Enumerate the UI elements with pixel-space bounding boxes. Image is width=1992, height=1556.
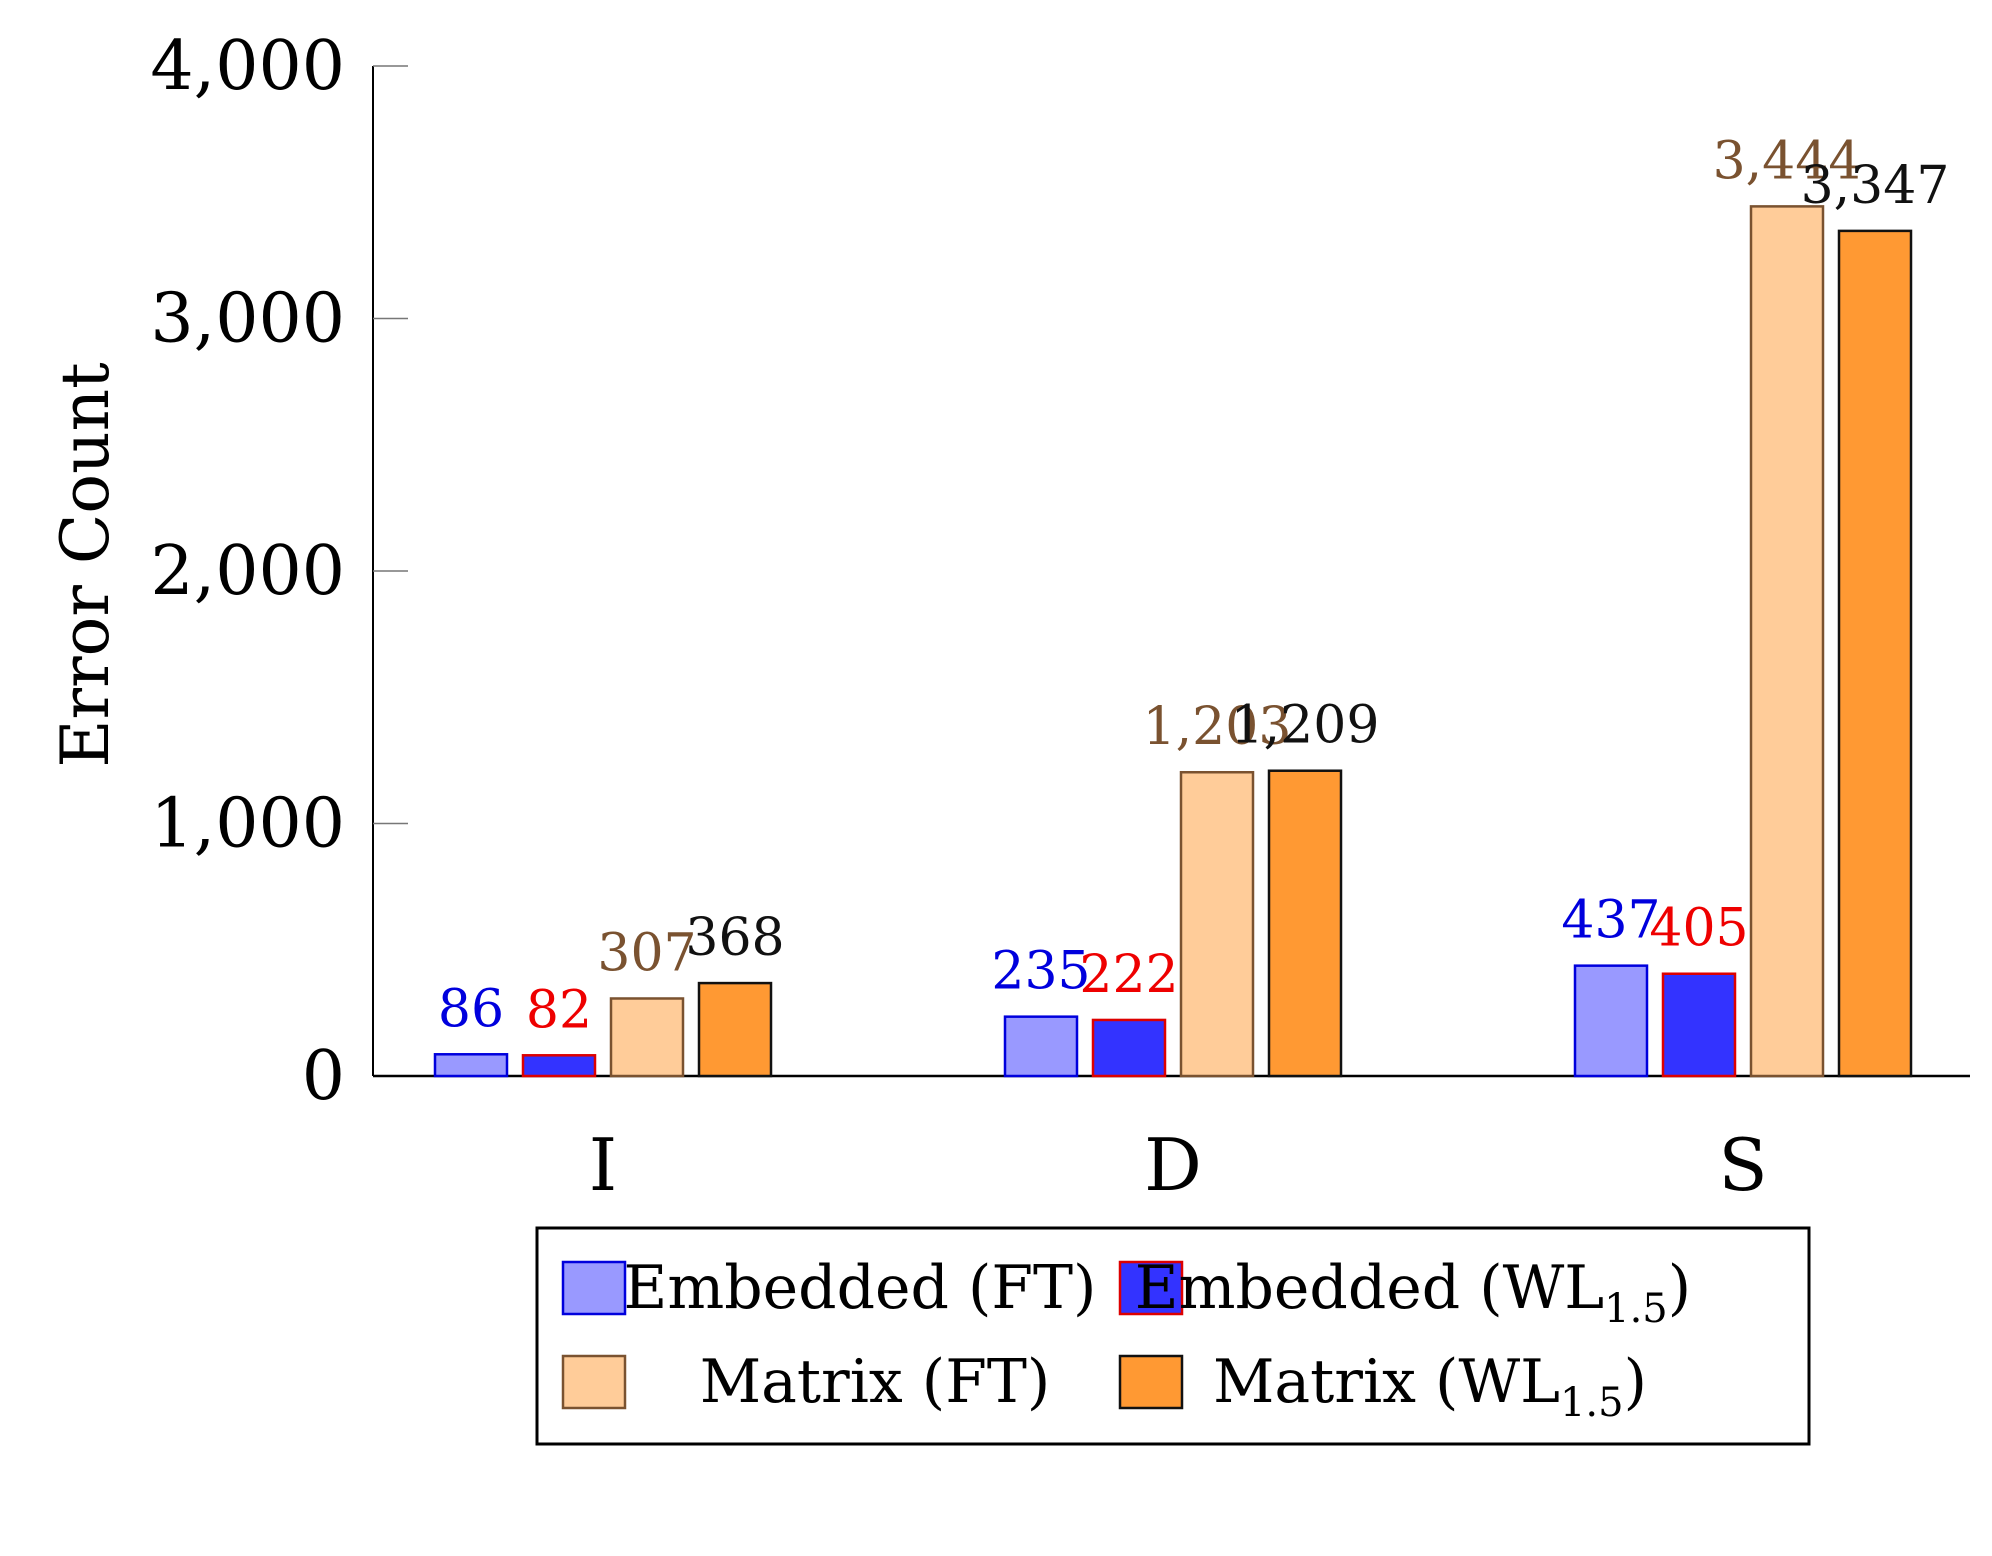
y-axis: 0 1,000 2,000 3,000 4,000 [150, 27, 408, 1116]
x-tick-label: D [1144, 1123, 1202, 1207]
bar [1003, 1015, 1079, 1078]
legend-item: Matrix (WL1.5) [1118, 1347, 1647, 1426]
legend-label: Embedded (WL1.5) [1135, 1253, 1691, 1332]
bar [1267, 769, 1343, 1078]
bar [1573, 964, 1649, 1078]
legend-item: Matrix (FT) [561, 1347, 1051, 1417]
data-label: 437 [1561, 891, 1660, 951]
y-axis-title: Error Count [47, 362, 124, 767]
legend-label: Matrix (WL1.5) [1213, 1347, 1647, 1426]
bar [521, 1054, 597, 1078]
bar [1749, 205, 1825, 1078]
data-label: 1,203 [1143, 697, 1292, 757]
data-label: 307 [597, 923, 696, 983]
legend-label: Matrix (FT) [700, 1347, 1051, 1417]
bar [1837, 229, 1913, 1078]
legend-swatch [1118, 1354, 1184, 1410]
bar [697, 981, 773, 1078]
bar [1179, 770, 1255, 1078]
y-tick-label: 4,000 [150, 27, 345, 106]
data-label: 368 [685, 908, 784, 968]
bar [1091, 1018, 1167, 1078]
y-tick-label: 3,000 [150, 280, 345, 359]
legend-swatch [561, 1260, 627, 1316]
data-label: 86 [438, 979, 504, 1039]
y-tick-label: 1,000 [150, 785, 345, 864]
legend-label: Embedded (FT) [624, 1253, 1097, 1323]
legend-swatch [1118, 1260, 1184, 1316]
data-label: 235 [991, 942, 1090, 1002]
data-label: 3,444 [1713, 131, 1862, 191]
data-label: 1,209 [1231, 696, 1380, 756]
legend-item: Embedded (FT) [561, 1253, 1097, 1323]
data-label: 222 [1079, 945, 1178, 1005]
legend-item: Embedded (WL1.5) [1118, 1253, 1691, 1332]
legend: Embedded (FT) Embedded (WL1.5) Matrix (FT)… [535, 1226, 1811, 1446]
data-label: 82 [526, 980, 592, 1040]
y-tick-label: 2,000 [150, 532, 345, 611]
x-tick-label: I [589, 1123, 617, 1207]
bar [1661, 972, 1737, 1078]
data-label: 3,347 [1801, 156, 1950, 216]
legend-swatch [561, 1354, 627, 1410]
bars [433, 205, 1913, 1078]
x-tick-label: S [1718, 1123, 1767, 1207]
bar [433, 1053, 509, 1078]
data-label: 405 [1649, 899, 1748, 959]
bar [609, 997, 685, 1078]
y-tick-label: 0 [302, 1037, 345, 1116]
